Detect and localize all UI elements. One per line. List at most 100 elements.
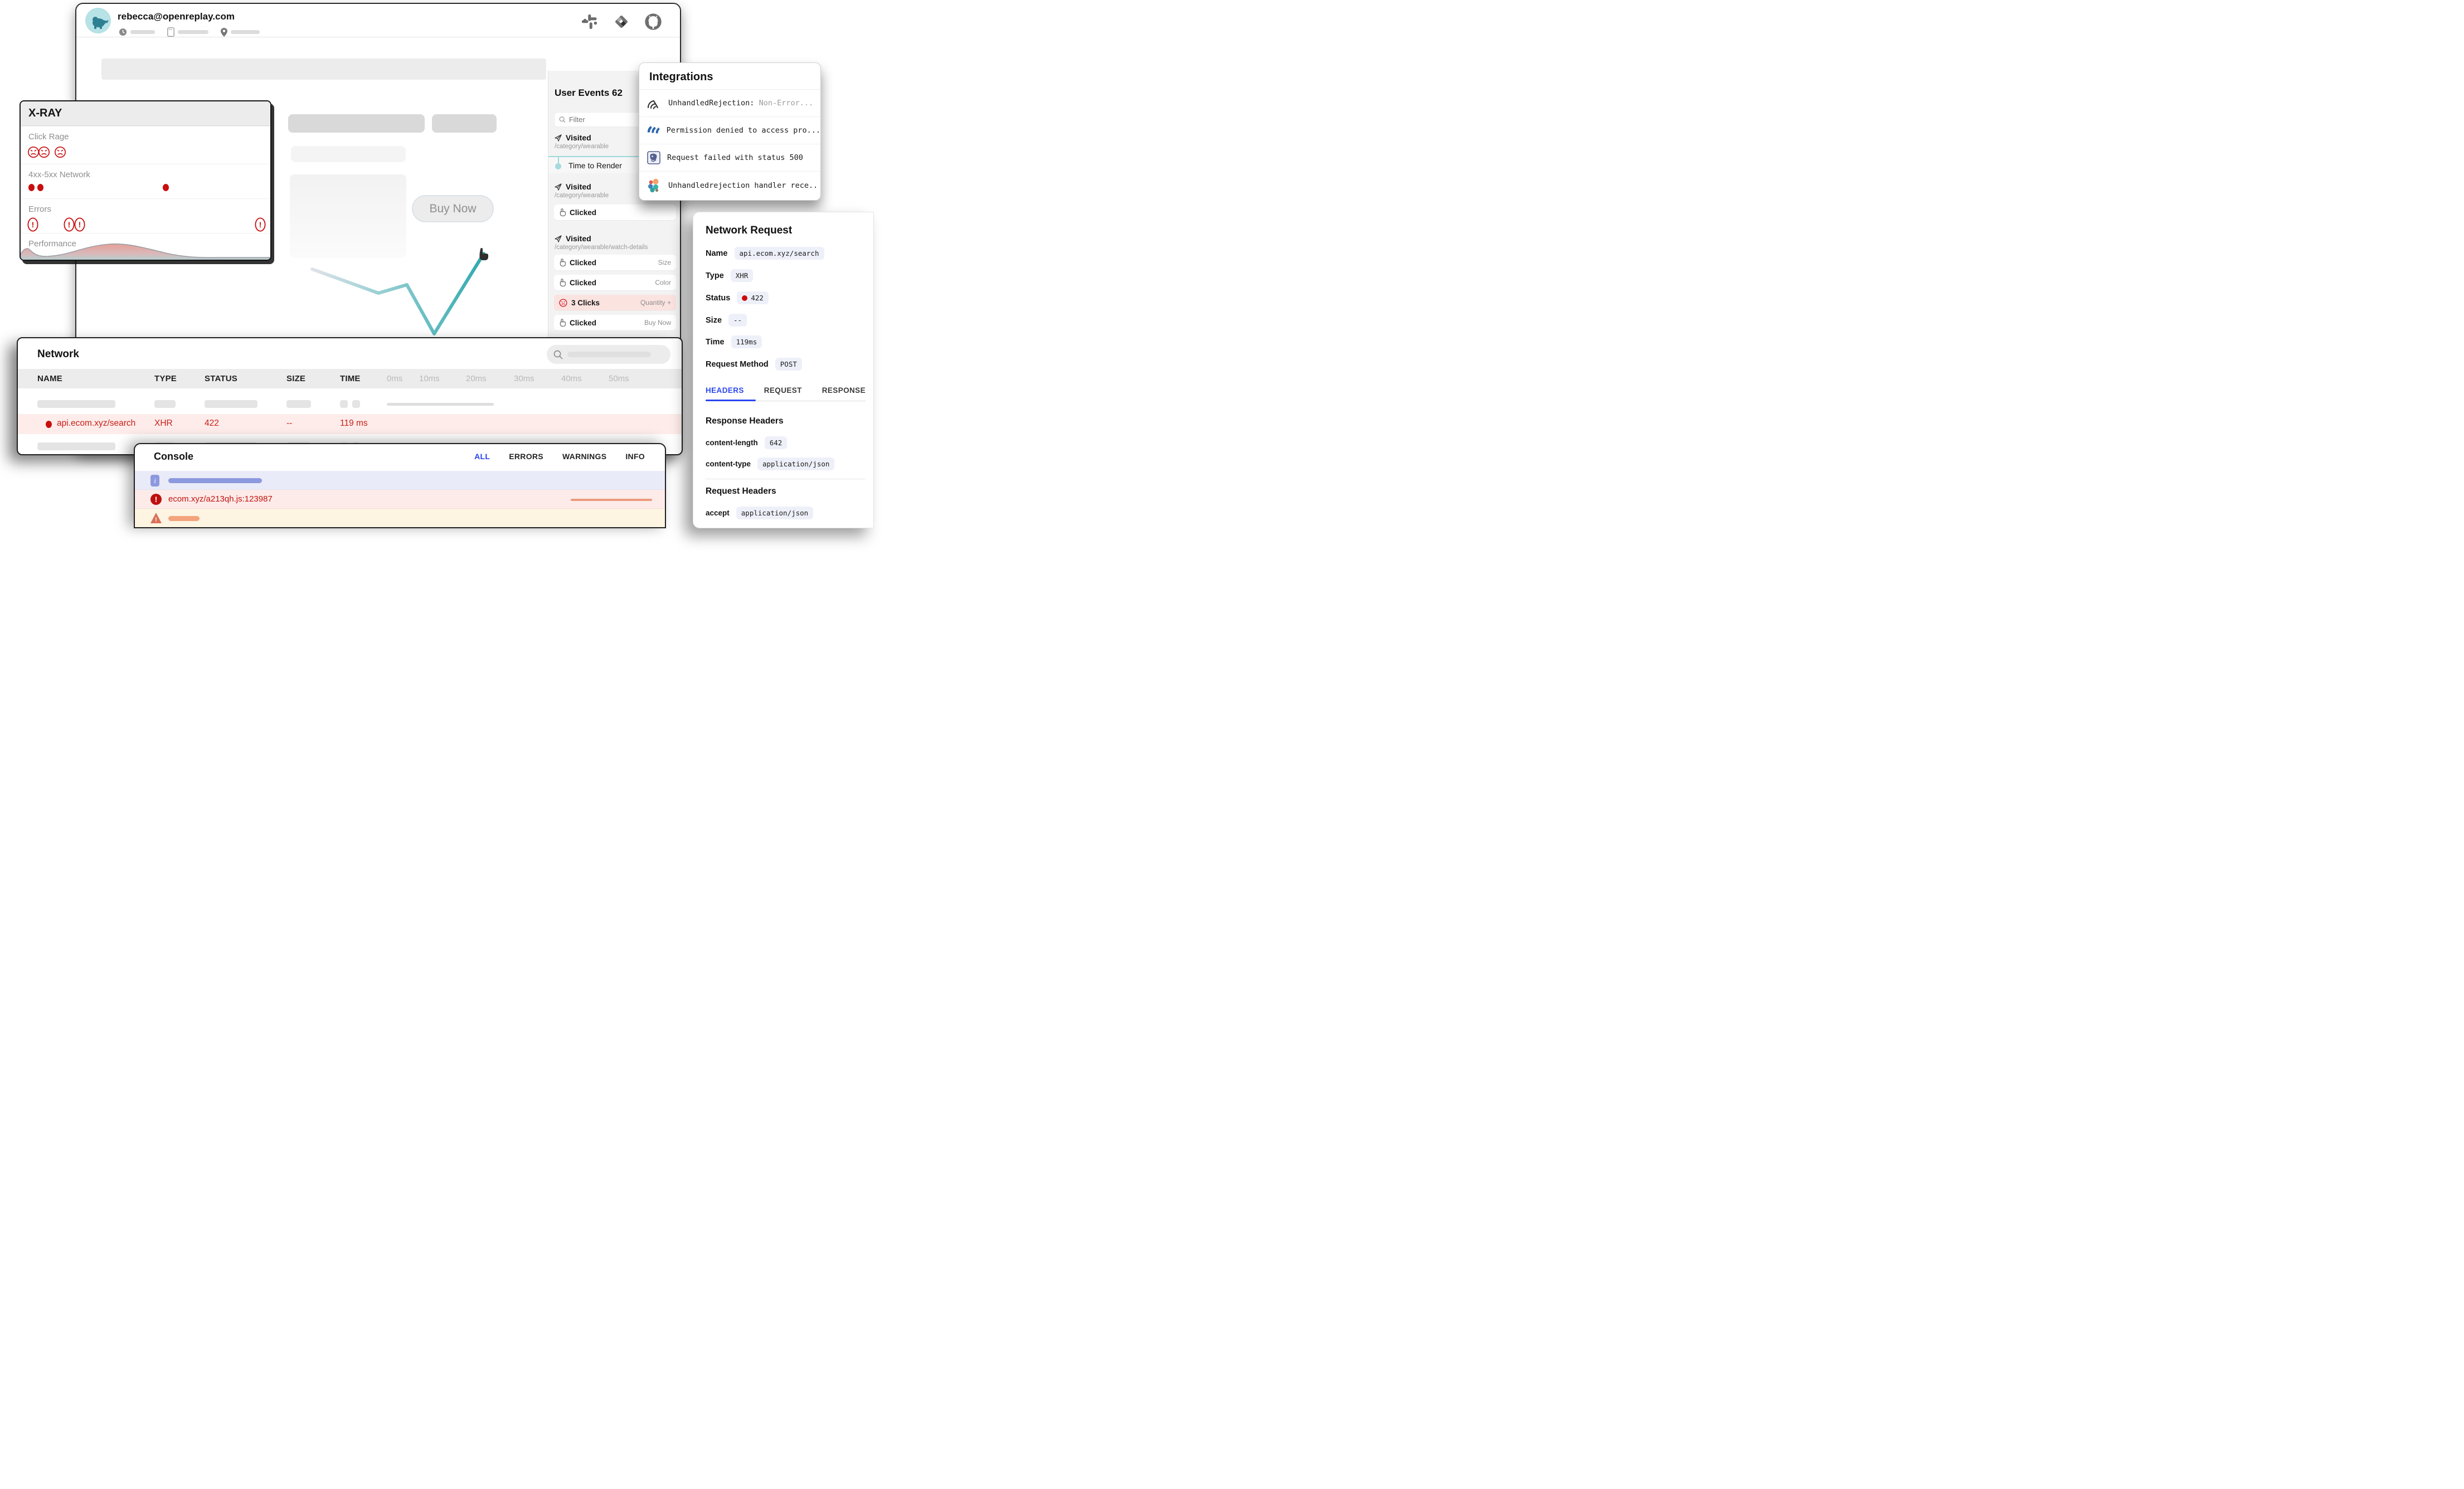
request-size: -- [286,419,293,428]
col-type: TYPE [154,374,177,383]
response-headers-title: Response Headers [706,416,784,426]
network-table-header: NAME TYPE STATUS SIZE TIME 0ms 10ms 20ms… [18,369,682,388]
search-placeholder-skeleton [567,352,651,357]
svg-text:!: ! [32,220,35,229]
cell-skeleton [340,400,348,408]
buy-now-button[interactable]: Buy Now [412,195,494,222]
request-type: XHR [154,419,173,428]
console-row-error[interactable]: ! ecom.xyz/a213qh.js:123987 [135,490,665,509]
request-name: api.ecom.xyz/search [57,419,136,428]
tab-response[interactable]: RESPONSE [822,386,866,395]
page-skeleton-block [290,174,406,258]
tab-headers[interactable]: HEADERS [706,386,744,395]
svg-text:i: i [154,476,156,485]
integration-message: Request failed with status 500 [667,153,803,162]
console-row-info[interactable]: i [135,471,665,490]
field-status: Status 422 [706,291,769,304]
scale-0ms: 0ms [387,374,403,383]
user-email: rebecca@openreplay.com [118,11,235,22]
event-rage-clicks[interactable]: 3 Clicks Quantity + [554,295,676,310]
clicked-icon [560,208,566,216]
error-status-dot [46,421,52,428]
console-tab-all[interactable]: ALL [474,452,490,461]
console-error-source[interactable]: ecom.xyz/a213qh.js:123987 [168,494,273,504]
svg-text:!: ! [155,495,158,504]
page-skeleton-block [432,114,497,133]
integration-row-sentry[interactable]: UnhandledRejection: Non-Error... [639,90,820,117]
console-tab-info[interactable]: INFO [625,452,645,461]
avatar [85,8,111,33]
event-clicked-size[interactable]: Clicked Size [554,255,676,270]
click-target: Color [655,279,671,286]
svg-text:!: ! [68,220,71,229]
console-tab-warnings[interactable]: WARNINGS [562,452,607,461]
search-icon [559,116,566,123]
console-tabs: ALL ERRORS WARNINGS INFO [474,452,645,461]
scale-10ms: 10ms [419,374,440,383]
page-skeleton-header [101,59,546,80]
cell-skeleton [37,442,115,450]
event-clicked[interactable]: Clicked [554,205,676,220]
xray-click-rage-section: Click Rage [21,126,270,164]
error-icon: ! [255,217,266,232]
status-error-dot [742,295,748,301]
field-value: api.ecom.xyz/search [734,247,824,260]
network-request-title: Network Request [706,225,793,236]
sentry-icon [648,100,658,109]
github-icon[interactable] [644,13,662,31]
info-icon: i [150,475,159,486]
event-clicked-buy-now[interactable]: Clicked Buy Now [554,315,676,330]
tab-request[interactable]: REQUEST [764,386,802,395]
bugsnag-icon [647,126,660,134]
request-time: 119 ms [340,419,368,428]
meta-skeleton [178,30,208,34]
request-detail-tabs: HEADERS REQUEST RESPONSE [706,386,866,395]
page: rebecca@openreplay.com [0,0,874,528]
console-tab-errors[interactable]: ERRORS [509,452,543,461]
clicked-icon [560,319,566,327]
jira-icon[interactable] [613,13,630,30]
header-value: application/json [736,507,814,519]
integrations-title: Integrations [639,63,820,90]
field-value: 119ms [731,335,762,348]
console-row-warning[interactable]: ! [135,509,665,527]
visited-icon [555,183,562,191]
integration-row-bugsnag[interactable]: Permission denied to access pro... [639,117,820,144]
console-panel: Console ALL ERRORS WARNINGS INFO i ! [134,443,666,528]
slack-icon[interactable] [582,13,599,30]
scale-20ms: 20ms [466,374,487,383]
error-icon: ! [74,217,85,232]
session-header: rebecca@openreplay.com [76,4,680,37]
location-pin-icon [221,27,227,37]
network-panel-title: Network [37,348,79,360]
buy-now-label: Buy Now [429,202,477,215]
field-value: XHR [730,269,754,282]
network-error-dot [163,184,169,191]
request-headers-title: Request Headers [706,486,776,496]
event-visited-1[interactable]: Visited /category/wearable [548,133,680,150]
xray-errors-section: Errors ! ! ! ! [21,198,270,233]
integration-row-datadog[interactable]: Request failed with status 500 [639,144,820,172]
network-row-skeleton[interactable] [18,394,682,414]
network-error-dot [28,184,35,191]
svg-text:!: ! [79,220,81,229]
visited-icon [555,235,562,242]
network-row-error[interactable]: api.ecom.xyz/search XHR 422 -- 119 ms [18,414,682,434]
integration-row-elastic[interactable]: Unhandledrejection handler rece.. [639,172,820,199]
xray-panel: X-RAY Click Rage [20,100,271,261]
meta-skeleton [231,30,260,34]
field-request-method: Request Method POST [706,358,802,371]
network-search[interactable] [547,345,670,364]
event-clicked-color[interactable]: Clicked Color [554,275,676,290]
field-value: -- [728,314,747,327]
clicked-icon [560,279,566,286]
network-panel: Network NAME TYPE STATUS SIZE TIME 0ms 1… [17,337,683,455]
header-content-type: content-type application/json [706,458,835,470]
marker-line [558,157,559,164]
event-visited-3[interactable]: Visited /category/wearable/watch-details [548,234,680,251]
integration-message: UnhandledRejection: Non-Error... [668,99,814,108]
field-size: Size -- [706,314,747,327]
clicked-icon [560,259,566,266]
event-visited-2[interactable]: Visited /category/wearable [548,182,680,199]
meta-skeleton [130,30,155,34]
